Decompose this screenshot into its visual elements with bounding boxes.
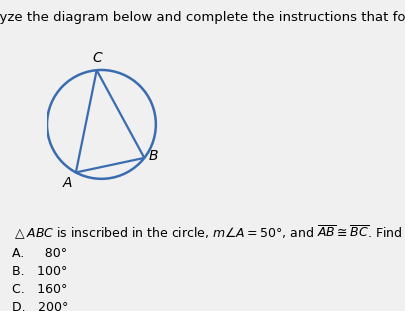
Text: B. 100°: B. 100° [12,265,68,278]
Text: B: B [148,149,158,163]
Text: D. 200°: D. 200° [12,301,68,311]
Text: C: C [92,51,102,65]
Text: A.   80°: A. 80° [12,247,67,260]
Text: Analyze the diagram below and complete the instructions that follow.: Analyze the diagram below and complete t… [0,11,405,24]
Text: C. 160°: C. 160° [12,283,68,296]
Text: A: A [62,176,72,190]
Text: $\triangle$$ABC$ is inscribed in the circle, $m\angle A = 50°$, and $\overline{A: $\triangle$$ABC$ is inscribed in the cir… [12,222,405,241]
